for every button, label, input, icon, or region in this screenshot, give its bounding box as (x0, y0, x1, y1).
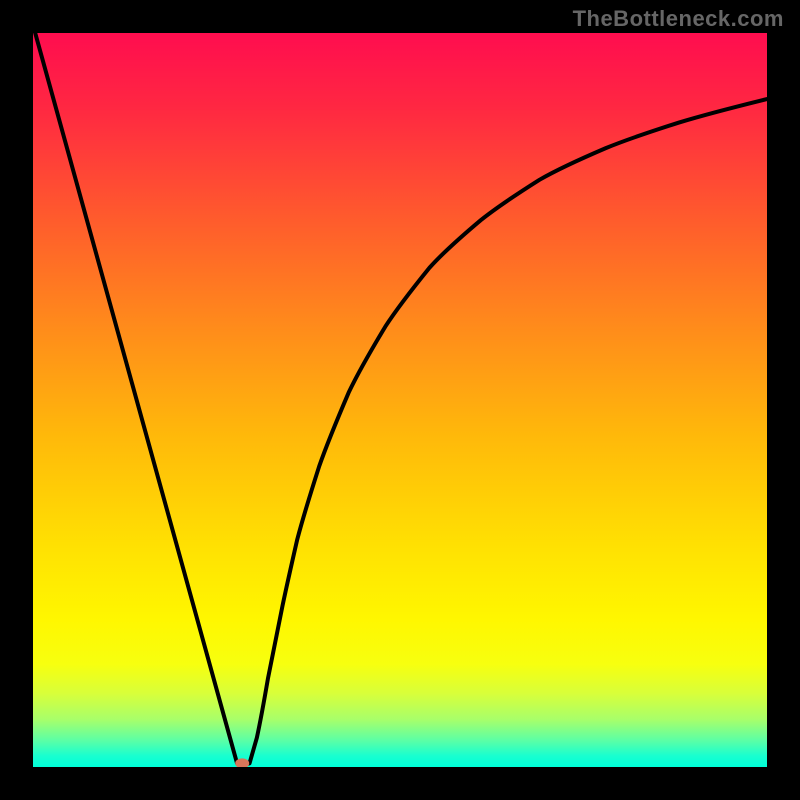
plot-area (33, 33, 767, 767)
gradient-background (33, 33, 767, 767)
watermark-text: TheBottleneck.com (573, 6, 784, 32)
plot-svg (33, 33, 767, 767)
chart-canvas: TheBottleneck.com (0, 0, 800, 800)
